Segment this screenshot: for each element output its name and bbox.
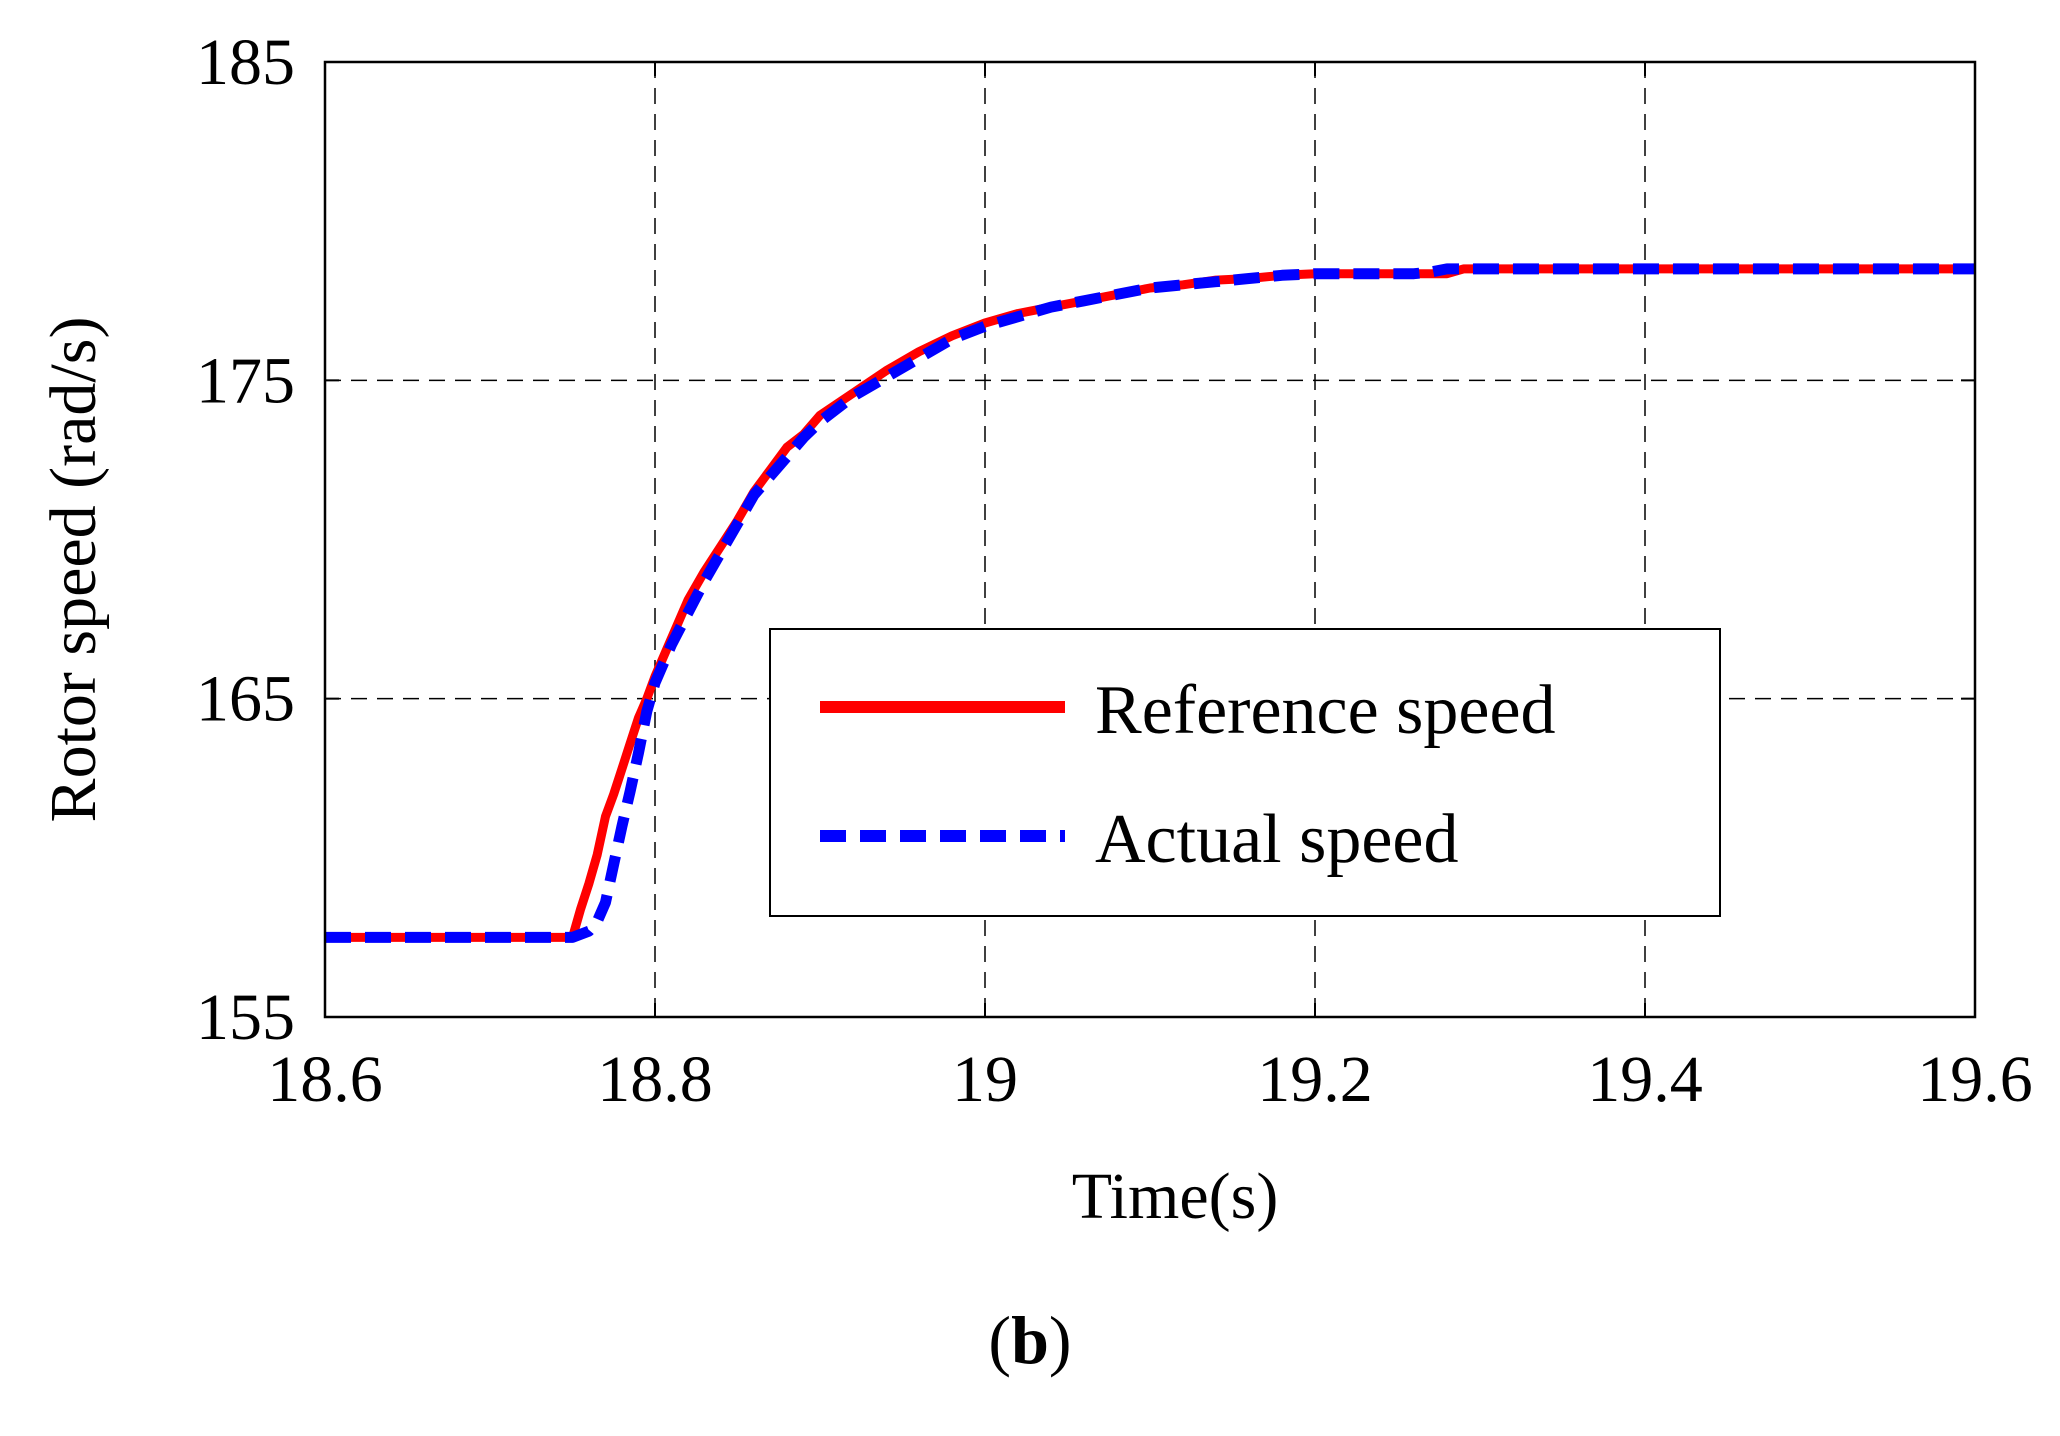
legend-label-actual-speed: Actual speed: [1095, 801, 1458, 878]
plot-frame: [323, 60, 1977, 1019]
x-tick-label: 18.6: [267, 1043, 383, 1116]
panel-label-close: ): [1048, 1302, 1072, 1378]
x-axis-label: Time(s): [1072, 1160, 1279, 1233]
y-tick-label: 155: [196, 981, 295, 1054]
x-tick-label: 18.8: [597, 1043, 713, 1116]
grid: [325, 62, 1975, 1017]
series-line-actual-speed: [325, 263, 1975, 943]
legend-label-reference-speed: Reference speed: [1095, 672, 1556, 749]
series-layer: [325, 263, 1975, 943]
x-tick-label: 19: [952, 1043, 1018, 1116]
panel-label-open: (: [988, 1302, 1012, 1378]
panel-label: (b): [0, 1300, 2060, 1380]
legend-box: [769, 628, 1721, 917]
y-axis-label: Rotor speed (rad/s): [37, 317, 110, 823]
panel-label-letter: b: [1011, 1302, 1049, 1378]
x-tick-label: 19.2: [1257, 1043, 1373, 1116]
y-tick-label: 185: [196, 26, 295, 99]
x-tick-label: 19.4: [1587, 1043, 1703, 1116]
legend: Reference speed Actual speed: [769, 628, 1721, 917]
y-tick-label: 165: [196, 663, 295, 736]
y-tick-label: 175: [196, 344, 295, 417]
x-tick-label: 19.6: [1917, 1043, 2033, 1116]
axis-ticks: 18.6 18.8 19 19.2 19.4 19.6 155 165 175 185: [196, 26, 2033, 1116]
